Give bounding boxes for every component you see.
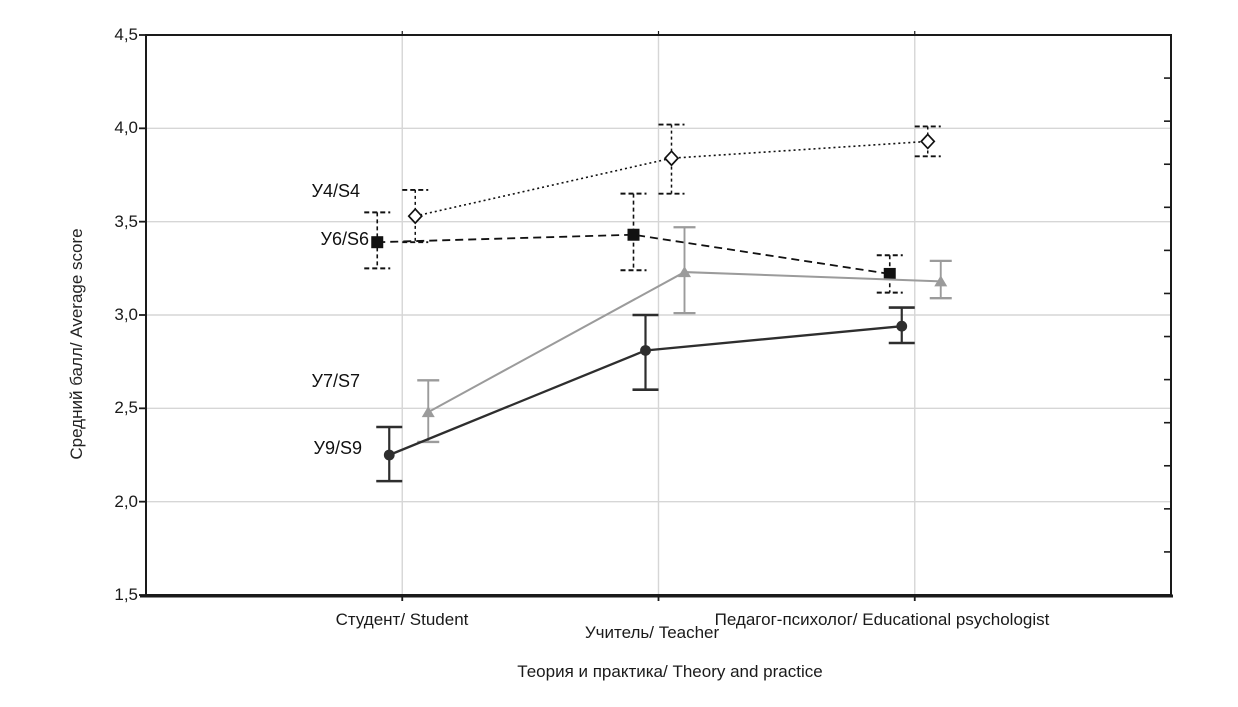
marker-open-diamond bbox=[920, 133, 936, 150]
marker-open-diamond bbox=[663, 149, 680, 167]
y-tick-label: 3,5 bbox=[114, 211, 138, 231]
marker-filled-circle bbox=[383, 449, 395, 461]
x-axis-title: Теория и практика/ Theory and practice bbox=[517, 662, 823, 681]
marker-filled-triangle bbox=[421, 406, 435, 418]
marker-filled-circle bbox=[640, 345, 651, 356]
marker-filled-square bbox=[883, 267, 896, 280]
y-axis-title: Средний балл/ Average score bbox=[67, 228, 86, 460]
series-label: У6/S6 bbox=[320, 229, 369, 249]
x-category-label: Учитель/ Teacher bbox=[584, 623, 720, 642]
marker-filled-triangle bbox=[934, 275, 948, 287]
x-category-label: Педагог-психолог/ Educational psychologi… bbox=[714, 610, 1050, 629]
marker-filled-circle bbox=[896, 320, 908, 332]
x-category-label: Студент/ Student bbox=[335, 610, 469, 629]
marker-filled-square bbox=[371, 236, 384, 249]
y-tick-label: 2,5 bbox=[114, 398, 138, 418]
y-tick-label: 1,5 bbox=[114, 585, 138, 604]
marker-filled-square bbox=[627, 228, 640, 241]
series-line-2 bbox=[377, 233, 890, 275]
y-tick-label: 3,0 bbox=[114, 305, 138, 324]
series-label: У9/S9 bbox=[313, 438, 362, 458]
y-tick-label: 4,0 bbox=[114, 118, 138, 138]
series-label: У7/S7 bbox=[311, 371, 360, 391]
marker-filled-triangle bbox=[678, 266, 691, 278]
y-tick-label: 4,5 bbox=[114, 25, 138, 44]
marker-open-diamond bbox=[407, 207, 423, 225]
y-tick-label: 2,0 bbox=[114, 491, 138, 511]
series-label: У4/S4 bbox=[311, 181, 360, 201]
